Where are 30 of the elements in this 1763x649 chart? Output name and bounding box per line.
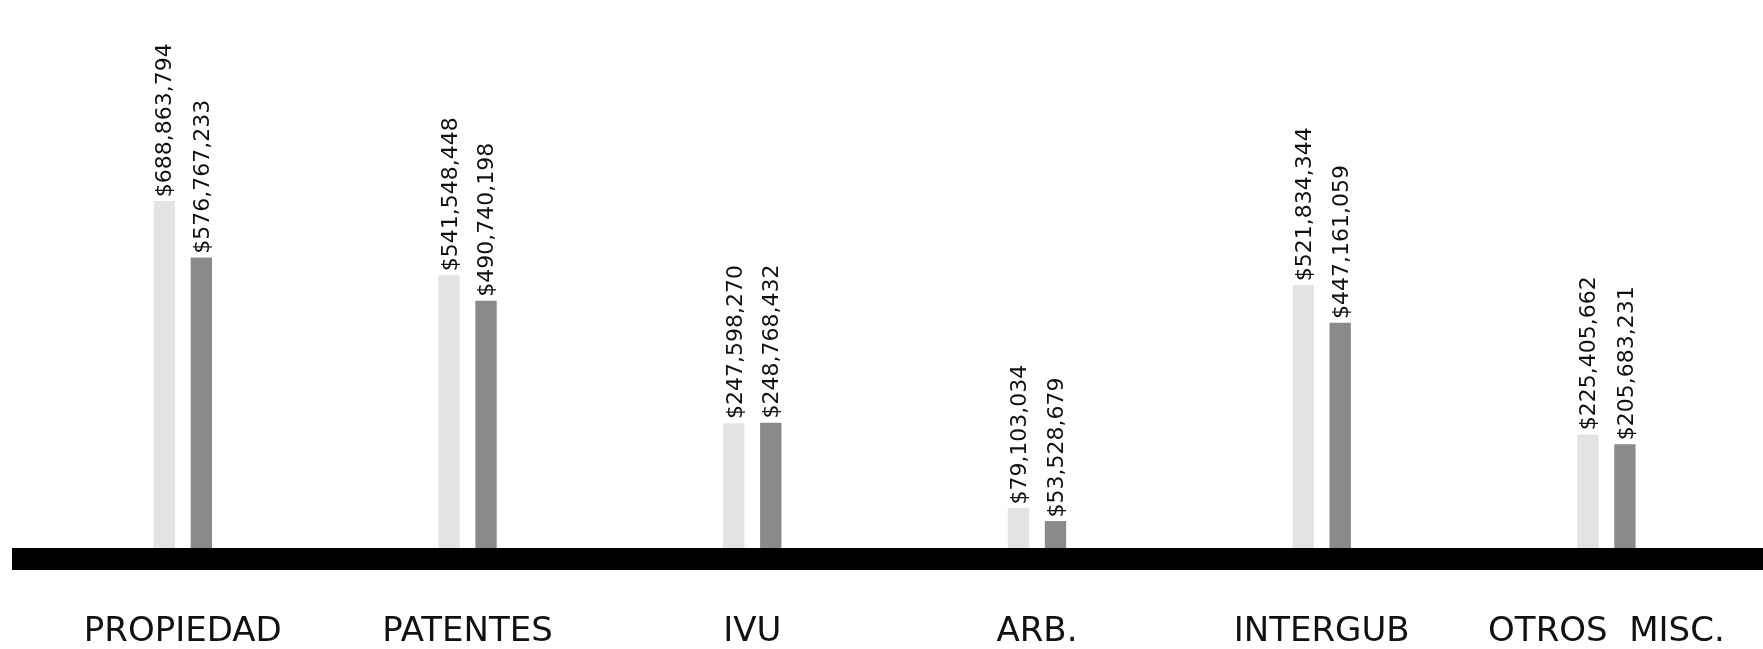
data-label: $521,834,344 xyxy=(1291,127,1317,282)
bar xyxy=(1329,322,1351,548)
x-tick-label: PATENTES xyxy=(382,608,553,649)
x-tick-label: OTROS MISC. xyxy=(1488,608,1725,649)
bar xyxy=(1044,521,1067,548)
bar xyxy=(190,257,213,548)
data-label: $688,863,794 xyxy=(151,43,177,198)
bar xyxy=(1292,285,1314,548)
bar xyxy=(1614,444,1636,548)
bar xyxy=(438,275,460,548)
data-label: $490,740,198 xyxy=(473,142,499,297)
bar xyxy=(1007,508,1030,548)
data-label: $79,103,034 xyxy=(1006,364,1032,505)
data-label: $541,548,448 xyxy=(436,117,462,272)
bar xyxy=(723,423,745,548)
x-tick-label: INTERGUB xyxy=(1233,608,1410,649)
x-tick-label: PROPIEDAD xyxy=(83,608,282,649)
data-label: $447,161,059 xyxy=(1327,164,1353,319)
data-label: $576,767,233 xyxy=(188,99,214,254)
data-label: $248,768,432 xyxy=(758,264,784,419)
bar xyxy=(1577,434,1599,548)
bar xyxy=(475,300,497,548)
data-label: $225,405,662 xyxy=(1575,276,1601,431)
data-label: $53,528,679 xyxy=(1043,377,1069,518)
bar xyxy=(153,200,175,548)
x-tick-label: ARB. xyxy=(996,608,1078,649)
data-label: $205,683,231 xyxy=(1612,286,1638,441)
x-tick-label: IVU xyxy=(723,608,782,649)
bar xyxy=(760,422,782,548)
data-label: $247,598,270 xyxy=(721,265,747,419)
